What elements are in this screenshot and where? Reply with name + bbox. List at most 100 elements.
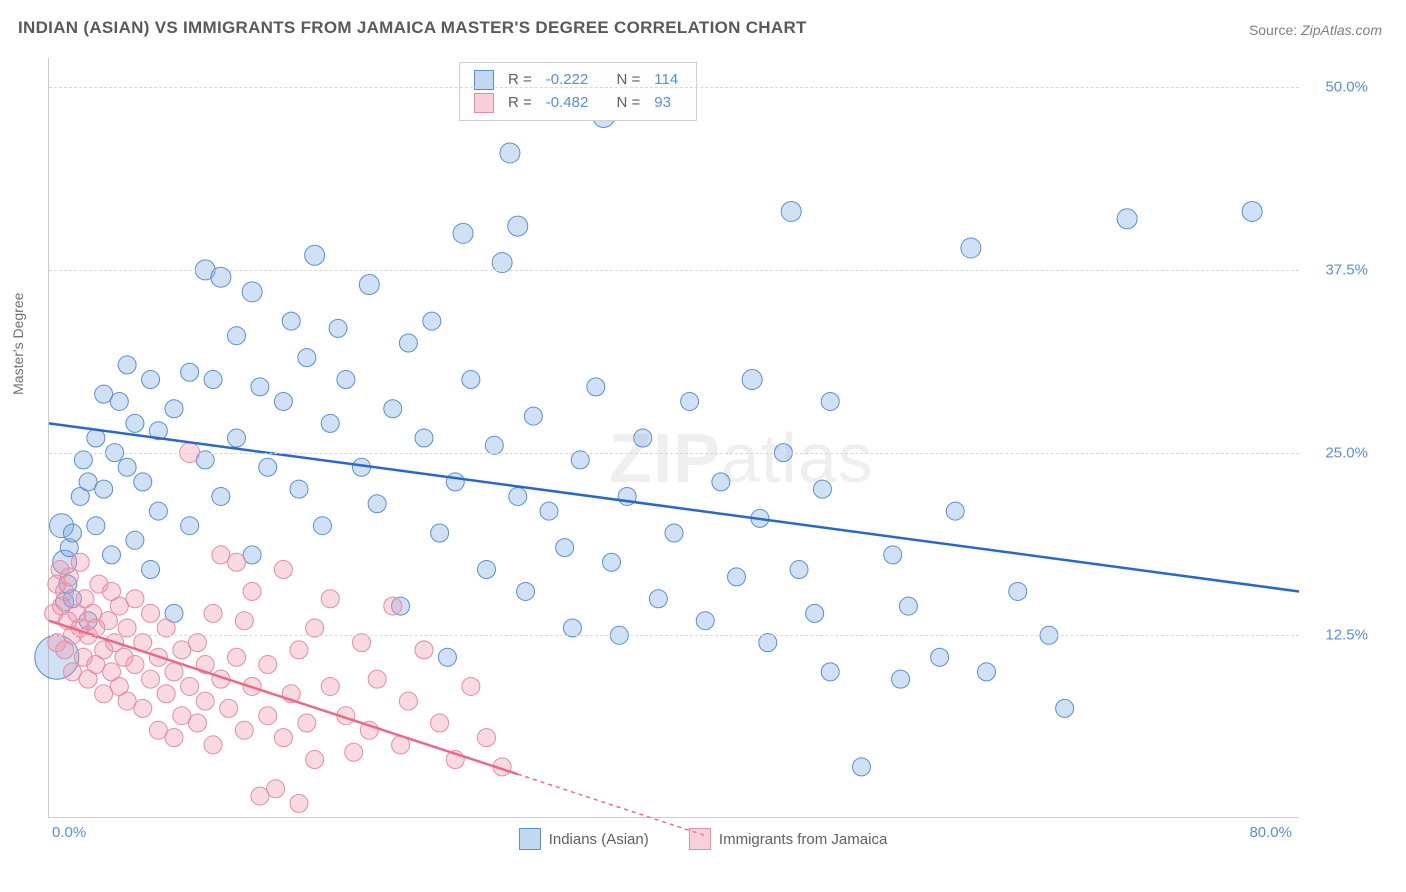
data-point — [87, 517, 105, 535]
data-point — [274, 392, 292, 410]
grid-line — [49, 87, 1299, 88]
data-point — [853, 758, 871, 776]
data-point — [306, 619, 324, 637]
data-point — [384, 597, 402, 615]
data-point — [63, 524, 81, 542]
data-point — [298, 714, 316, 732]
y-axis-label: Master's Degree — [10, 293, 26, 395]
data-point — [1056, 699, 1074, 717]
data-point — [781, 201, 801, 221]
legend-label-blue: Indians (Asian) — [549, 831, 649, 848]
data-point — [71, 553, 89, 571]
data-point — [508, 216, 528, 236]
data-point — [603, 553, 621, 571]
data-point — [267, 780, 285, 798]
stats-legend-box: R = -0.222 N = 114 R = -0.482 N = 93 — [459, 62, 697, 121]
data-point — [681, 392, 699, 410]
data-point — [228, 553, 246, 571]
data-point — [235, 721, 253, 739]
data-point — [431, 714, 449, 732]
data-point — [478, 729, 496, 747]
r-value-pink: -0.482 — [546, 92, 589, 115]
data-point — [462, 677, 480, 695]
data-point — [313, 517, 331, 535]
swatch-pink-icon — [689, 828, 711, 850]
data-point — [337, 371, 355, 389]
data-point — [368, 670, 386, 688]
data-point — [540, 502, 558, 520]
data-point — [446, 473, 464, 491]
data-point — [235, 612, 253, 630]
data-point — [259, 707, 277, 725]
data-point — [142, 561, 160, 579]
data-point — [329, 319, 347, 337]
data-point — [118, 619, 136, 637]
data-point — [142, 604, 160, 622]
grid-line — [49, 453, 1299, 454]
grid-line — [49, 270, 1299, 271]
data-point — [228, 327, 246, 345]
data-point — [60, 568, 78, 586]
plot-container: Master's Degree ZIPatlas R = -0.222 N = … — [48, 58, 1378, 838]
data-point — [1009, 582, 1027, 600]
data-point — [142, 670, 160, 688]
data-point — [931, 648, 949, 666]
plot-area: ZIPatlas R = -0.222 N = 114 R = -0.482 N… — [48, 58, 1298, 818]
data-point — [899, 597, 917, 615]
data-point — [134, 699, 152, 717]
scatter-svg — [49, 58, 1299, 818]
data-point — [251, 378, 269, 396]
data-point — [509, 487, 527, 505]
data-point — [321, 414, 339, 432]
bottom-legend: Indians (Asian) Immigrants from Jamaica — [0, 828, 1406, 854]
data-point — [204, 736, 222, 754]
y-tick-label: 25.0% — [1308, 444, 1368, 461]
data-point — [649, 590, 667, 608]
swatch-pink-icon — [474, 93, 494, 113]
r-label: R = — [508, 92, 532, 115]
data-point — [157, 619, 175, 637]
data-point — [368, 495, 386, 513]
data-point — [399, 692, 417, 710]
data-point — [274, 561, 292, 579]
data-point — [821, 663, 839, 681]
swatch-blue-icon — [519, 828, 541, 850]
data-point — [556, 539, 574, 557]
data-point — [220, 699, 238, 717]
y-tick-label: 12.5% — [1308, 627, 1368, 644]
data-point — [298, 349, 316, 367]
data-point — [165, 729, 183, 747]
source-attribution: Source: ZipAtlas.com — [1249, 22, 1382, 38]
grid-line — [49, 635, 1299, 636]
data-point — [892, 670, 910, 688]
data-point — [563, 619, 581, 637]
data-point — [126, 590, 144, 608]
data-point — [181, 363, 199, 381]
data-point — [118, 356, 136, 374]
source-prefix: Source: — [1249, 22, 1301, 38]
data-point — [946, 502, 964, 520]
data-point — [165, 400, 183, 418]
n-value-pink: 93 — [654, 92, 671, 115]
data-point — [634, 429, 652, 447]
data-point — [321, 677, 339, 695]
data-point — [165, 663, 183, 681]
data-point — [384, 400, 402, 418]
data-point — [274, 729, 292, 747]
data-point — [110, 392, 128, 410]
y-tick-label: 37.5% — [1308, 261, 1368, 278]
data-point — [157, 685, 175, 703]
data-point — [438, 648, 456, 666]
data-point — [500, 143, 520, 163]
data-point — [282, 312, 300, 330]
data-point — [259, 458, 277, 476]
data-point — [665, 524, 683, 542]
data-point — [290, 794, 308, 812]
data-point — [423, 312, 441, 330]
data-point — [359, 275, 379, 295]
data-point — [742, 370, 762, 390]
data-point — [103, 546, 121, 564]
data-point — [961, 238, 981, 258]
data-point — [74, 451, 92, 469]
data-point — [821, 392, 839, 410]
